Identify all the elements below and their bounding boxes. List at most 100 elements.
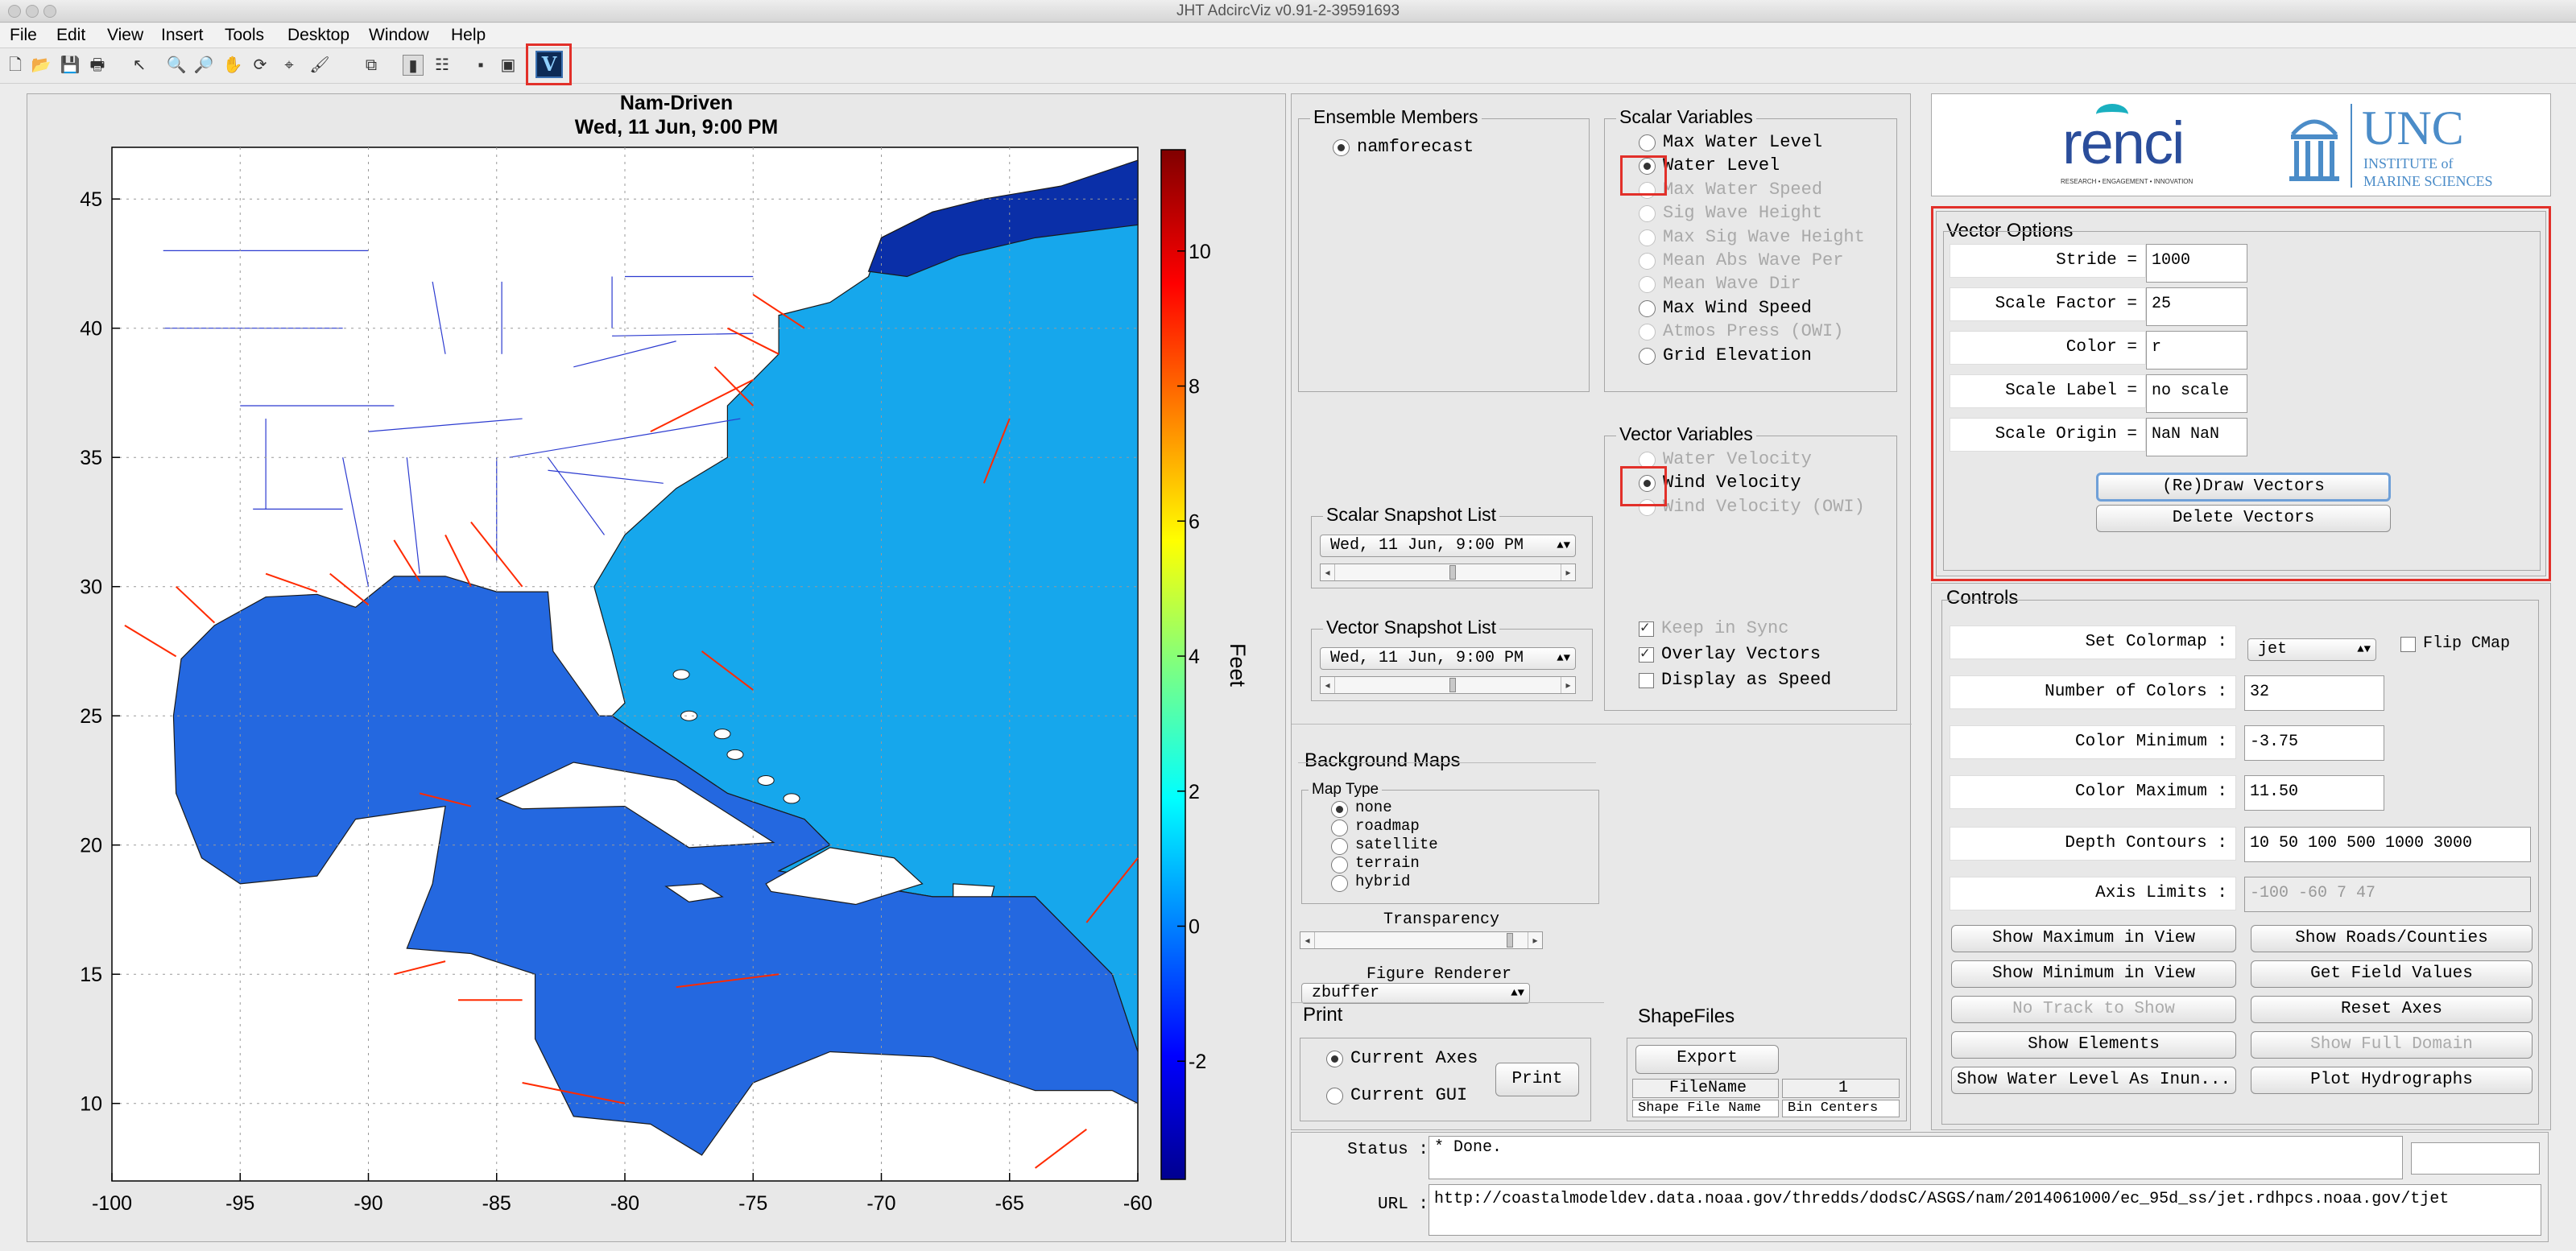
- shapefile-bins-cell[interactable]: Bin Centers: [1782, 1100, 1900, 1117]
- wind-vector: [701, 650, 754, 691]
- map-type-radio-roadmap[interactable]: roadmap: [1331, 817, 1420, 836]
- redraw-vectors-button[interactable]: (Re)Draw Vectors: [2096, 473, 2391, 502]
- arrow-right-icon[interactable]: ▸: [1561, 677, 1575, 693]
- url-field[interactable]: http://coastalmodeldev.data.noaa.gov/thr…: [1429, 1184, 2541, 1236]
- hide-icon[interactable]: ▪: [478, 56, 484, 74]
- show-maximum-button[interactable]: Show Maximum in View: [1951, 925, 2236, 952]
- scalar-snapshot-title: Scalar Snapshot List: [1323, 504, 1499, 526]
- zoom-in-icon[interactable]: 🔍: [166, 56, 187, 74]
- viz-logo-icon[interactable]: V: [535, 51, 563, 78]
- scale-label-input[interactable]: no scale: [2146, 374, 2247, 413]
- map-type-radio-hybrid[interactable]: hybrid: [1331, 873, 1410, 892]
- show-elements-button[interactable]: Show Elements: [1951, 1031, 2236, 1059]
- scalar-snapshot-slider[interactable]: ◂ ▸: [1320, 564, 1576, 581]
- arrow-right-icon[interactable]: ▸: [1561, 564, 1575, 580]
- wind-vector: [676, 973, 779, 989]
- colorbar-icon[interactable]: ▮: [403, 55, 424, 76]
- brush-icon[interactable]: 🖌: [309, 56, 330, 74]
- wind-vector: [265, 572, 318, 593]
- vector-snapshot-slider[interactable]: ◂ ▸: [1320, 676, 1576, 694]
- link-icon[interactable]: ⧉: [365, 56, 378, 74]
- x-tick-label: -95: [225, 1192, 254, 1215]
- delete-vectors-button[interactable]: Delete Vectors: [2096, 505, 2391, 532]
- overlay-vectors-checkbox[interactable]: Overlay Vectors: [1639, 643, 1821, 665]
- ensemble-title: Ensemble Members: [1310, 106, 1482, 128]
- x-tick-label: -90: [354, 1192, 382, 1215]
- map-type-radio-terrain[interactable]: terrain: [1331, 854, 1420, 873]
- scalar-radio-water-level[interactable]: Water Level: [1639, 155, 1780, 176]
- display-as-speed-checkbox[interactable]: Display as Speed: [1639, 670, 1831, 691]
- number-of-colors-input[interactable]: 32: [2244, 675, 2384, 711]
- pan-icon[interactable]: ✋: [222, 56, 243, 74]
- transparency-slider[interactable]: ◂ ▸: [1300, 931, 1543, 949]
- scale-origin-input[interactable]: NaN NaN: [2146, 418, 2247, 456]
- figure-renderer-select[interactable]: zbuffer ▲▼: [1301, 983, 1530, 1004]
- print-current-axes-radio[interactable]: Current Axes: [1326, 1048, 1478, 1069]
- colorbar-tick-label: 10: [1189, 241, 1211, 263]
- vector-snapshot-group: Vector Snapshot List Wed, 11 Jun, 9:00 P…: [1311, 617, 1593, 701]
- menu-insert[interactable]: Insert: [161, 26, 204, 44]
- menu-bar: File Edit View Insert Tools Desktop Wind…: [0, 23, 2576, 48]
- scalar-radio-max-wind-speed[interactable]: Max Wind Speed: [1639, 298, 1812, 319]
- vector-snapshot-select[interactable]: Wed, 11 Jun, 9:00 PM ▲▼: [1320, 647, 1576, 670]
- export-button[interactable]: Export: [1635, 1045, 1779, 1074]
- wind-vector: [982, 418, 1011, 484]
- color-minimum-input[interactable]: -3.75: [2244, 725, 2384, 761]
- arrow-left-icon[interactable]: ◂: [1300, 932, 1315, 948]
- shapefile-name-cell[interactable]: Shape File Name: [1632, 1100, 1779, 1117]
- map-type-radio-satellite[interactable]: satellite: [1331, 836, 1438, 855]
- zoom-out-icon[interactable]: 🔎: [193, 56, 214, 74]
- menu-window[interactable]: Window: [369, 26, 429, 44]
- get-field-values-button[interactable]: Get Field Values: [2251, 960, 2533, 988]
- legend-icon[interactable]: ☷: [435, 56, 449, 74]
- reset-axes-button[interactable]: Reset Axes: [2251, 996, 2533, 1023]
- show-water-level-button[interactable]: Show Water Level As Inun...: [1951, 1067, 2236, 1094]
- print-button[interactable]: Print: [1495, 1063, 1579, 1096]
- renci-logo: renci RESEARCH • ENGAGEMENT • INNOVATION: [2059, 104, 2209, 191]
- pointer-icon[interactable]: ↖: [132, 56, 147, 74]
- wind-vector: [713, 366, 754, 407]
- menu-view[interactable]: View: [107, 26, 144, 44]
- scalar-radio-grid-elevation[interactable]: Grid Elevation: [1639, 345, 1812, 366]
- scalar-snapshot-select[interactable]: Wed, 11 Jun, 9:00 PM ▲▼: [1320, 535, 1576, 557]
- plot-hydrographs-button[interactable]: Plot Hydrographs: [2251, 1067, 2533, 1094]
- data-cursor-icon[interactable]: ⌖: [284, 56, 294, 74]
- print-current-gui-radio[interactable]: Current GUI: [1326, 1085, 1467, 1106]
- show-icon[interactable]: ▣: [500, 56, 516, 74]
- menu-tools[interactable]: Tools: [225, 26, 265, 44]
- vector-radio-wind-velocity[interactable]: Wind Velocity: [1639, 473, 1801, 493]
- menu-edit[interactable]: Edit: [56, 26, 86, 44]
- ensemble-namforecast-radio[interactable]: namforecast: [1333, 137, 1474, 158]
- zoom-window-button[interactable]: [43, 5, 56, 18]
- close-window-button[interactable]: [8, 5, 21, 18]
- print-icon[interactable]: 🖶: [89, 56, 105, 74]
- slider-thumb[interactable]: [1449, 678, 1456, 692]
- scale-factor-input[interactable]: 25: [2146, 287, 2247, 326]
- colormap-select[interactable]: jet ▲▼: [2247, 638, 2376, 661]
- rotate-icon[interactable]: ⟳: [253, 56, 267, 74]
- stride-input[interactable]: 1000: [2146, 244, 2247, 283]
- menu-file[interactable]: File: [10, 26, 37, 44]
- map-type-radio-none[interactable]: none: [1331, 799, 1392, 818]
- arrow-left-icon[interactable]: ◂: [1321, 564, 1335, 580]
- color-maximum-input[interactable]: 11.50: [2244, 775, 2384, 811]
- show-roads-button[interactable]: Show Roads/Counties: [2251, 925, 2533, 952]
- keep-in-sync-checkbox[interactable]: Keep in Sync: [1639, 617, 1788, 639]
- open-icon[interactable]: 📂: [31, 56, 52, 74]
- depth-contours-input[interactable]: 10 50 100 500 1000 3000: [2244, 827, 2531, 862]
- show-minimum-button[interactable]: Show Minimum in View: [1951, 960, 2236, 988]
- map-plot[interactable]: -100 -95 -90 -85 -80 -75 -70 -65 -60454035302520…: [0, 0, 1288, 1251]
- slider-thumb[interactable]: [1449, 565, 1456, 580]
- menu-desktop[interactable]: Desktop: [287, 26, 350, 44]
- arrow-right-icon[interactable]: ▸: [1528, 932, 1542, 948]
- scalar-radio-max-water-level[interactable]: Max Water Level: [1639, 132, 1822, 153]
- color-input[interactable]: r: [2146, 331, 2247, 370]
- slider-thumb[interactable]: [1507, 933, 1513, 948]
- arrow-left-icon[interactable]: ◂: [1321, 677, 1335, 693]
- minimize-window-button[interactable]: [26, 5, 39, 18]
- save-icon[interactable]: 💾: [60, 56, 81, 74]
- new-file-icon[interactable]: 🗋: [8, 56, 23, 74]
- scalar-radio-atmos-press-owi: Atmos Press (OWI): [1639, 321, 1843, 342]
- flip-cmap-checkbox[interactable]: Flip CMap: [2400, 634, 2510, 654]
- menu-help[interactable]: Help: [451, 26, 486, 44]
